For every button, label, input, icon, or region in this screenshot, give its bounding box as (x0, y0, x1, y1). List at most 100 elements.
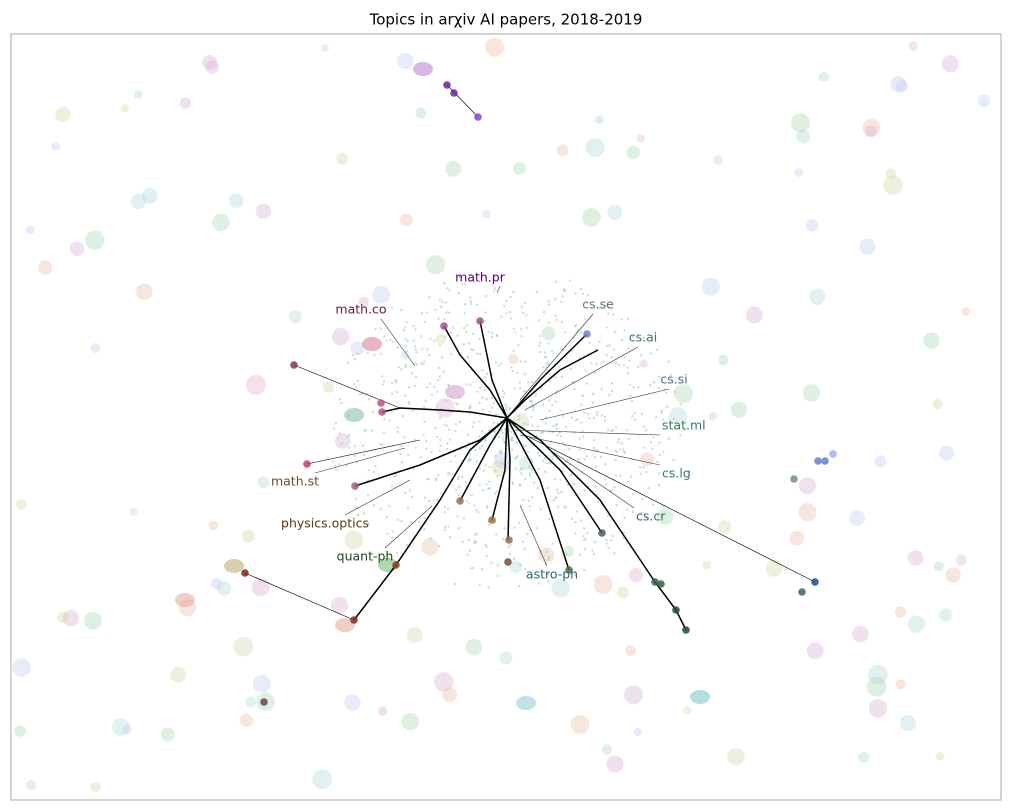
point (488, 523, 491, 527)
blob (90, 781, 101, 793)
point (505, 312, 508, 315)
point (429, 337, 432, 340)
point (536, 486, 539, 490)
point (626, 508, 629, 511)
blob (202, 54, 218, 70)
point (454, 429, 457, 433)
point (607, 546, 610, 550)
point (391, 307, 394, 310)
blob (923, 332, 940, 349)
point (516, 371, 519, 375)
point (334, 468, 338, 472)
point (566, 458, 569, 461)
point (412, 339, 416, 342)
point (595, 362, 598, 366)
blob (939, 608, 953, 622)
point (465, 383, 468, 386)
point (457, 291, 461, 295)
point (501, 396, 505, 399)
point (613, 331, 617, 334)
point (448, 438, 452, 441)
point (414, 375, 418, 379)
point (537, 468, 541, 471)
point (446, 287, 449, 290)
point (536, 425, 540, 428)
point (683, 428, 686, 432)
blob (908, 41, 919, 51)
point (498, 450, 502, 454)
blob (656, 508, 674, 525)
point (449, 331, 453, 334)
point (412, 324, 415, 328)
point (490, 406, 493, 410)
point (559, 478, 562, 482)
point (620, 318, 623, 321)
node (476, 317, 484, 325)
point (542, 366, 545, 369)
point (488, 466, 491, 469)
point (461, 282, 464, 286)
point (509, 430, 513, 434)
node (290, 361, 298, 369)
blob (344, 530, 364, 550)
point (628, 359, 631, 362)
blob (585, 138, 605, 158)
blob (170, 666, 187, 683)
point (516, 455, 520, 458)
point (600, 388, 603, 391)
point (468, 456, 471, 460)
point (470, 348, 473, 352)
point (400, 309, 403, 312)
node (657, 580, 665, 588)
point (546, 362, 549, 365)
point (475, 508, 478, 512)
point (564, 506, 568, 509)
point (594, 348, 597, 351)
point (481, 396, 484, 399)
blob (288, 309, 302, 324)
point (356, 352, 359, 356)
blob (616, 586, 629, 599)
point (348, 433, 351, 436)
point (433, 339, 436, 343)
point (557, 491, 560, 495)
point (538, 350, 542, 354)
blob (141, 187, 158, 204)
point (611, 428, 615, 432)
point (626, 366, 629, 369)
point (457, 475, 460, 479)
point (485, 545, 488, 548)
point (430, 450, 433, 454)
point (548, 399, 551, 402)
point (508, 552, 512, 555)
point (480, 444, 484, 448)
point (538, 454, 542, 458)
point (623, 516, 626, 520)
point (511, 369, 514, 373)
point (657, 483, 661, 487)
blob (433, 672, 454, 692)
point (403, 326, 407, 329)
blob (228, 193, 244, 209)
point (334, 422, 338, 425)
point (466, 553, 469, 556)
point (509, 317, 513, 320)
point (657, 387, 661, 390)
point (543, 456, 547, 460)
point (429, 537, 432, 540)
point (577, 457, 580, 461)
point (679, 434, 682, 437)
point (631, 493, 635, 496)
point (652, 436, 655, 439)
blob (57, 611, 70, 624)
point (385, 339, 388, 342)
point (488, 480, 491, 483)
point (472, 566, 475, 570)
point (523, 422, 526, 426)
blob (84, 611, 102, 630)
point (495, 334, 499, 338)
node (450, 89, 458, 97)
point (514, 331, 517, 334)
point (423, 320, 427, 324)
point (554, 477, 557, 481)
